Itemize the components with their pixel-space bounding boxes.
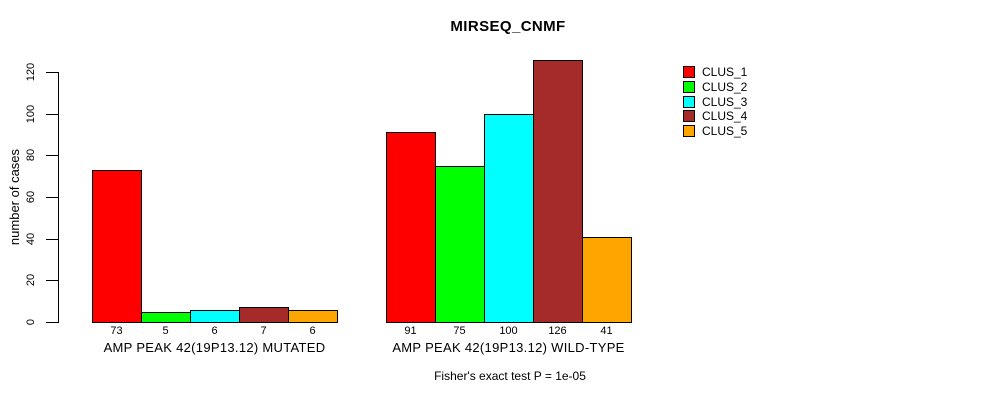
- legend-swatch-clus_2: [683, 81, 695, 94]
- legend-swatch-clus_1: [683, 66, 695, 79]
- bar-value-label: 100: [499, 325, 518, 337]
- bar-clus_5: [288, 309, 338, 323]
- bar-value-label: 6: [211, 325, 218, 337]
- y-axis-tick: [46, 72, 58, 73]
- bar-clus_1: [92, 169, 142, 323]
- y-axis-tick: [46, 238, 58, 240]
- y-axis-tick: [46, 280, 58, 282]
- y-tick-label: 20: [25, 274, 37, 287]
- y-tick-label: 100: [25, 104, 37, 123]
- bar-value-label: 5: [162, 325, 169, 337]
- bar-value-label: 41: [600, 325, 613, 337]
- y-tick-label: 60: [25, 190, 37, 204]
- bar-clus_3: [484, 113, 534, 323]
- bar-value-label: 7: [260, 325, 267, 337]
- y-axis-tick: [46, 197, 58, 198]
- bar-clus_3: [190, 309, 240, 323]
- chart-title: MIRSEQ_CNMF: [450, 18, 566, 35]
- bar-value-label: 73: [110, 325, 123, 337]
- legend-item: CLUS_2: [683, 80, 747, 95]
- group-label: AMP PEAK 42(19P13.12) WILD-TYPE: [392, 340, 625, 355]
- bar-clus_2: [435, 165, 485, 323]
- legend-item: CLUS_3: [683, 94, 747, 109]
- legend-swatch-clus_5: [683, 125, 695, 138]
- legend-item: CLUS_1: [683, 65, 747, 80]
- bar-clus_4: [239, 307, 289, 323]
- legend-label: CLUS_5: [702, 124, 748, 139]
- legend: CLUS_1 CLUS_2 CLUS_3 CLUS_4 CLUS_5: [683, 65, 747, 138]
- y-axis-tick: [46, 113, 58, 115]
- legend-label: CLUS_2: [702, 80, 748, 95]
- y-tick-label: 80: [25, 149, 37, 162]
- bar-value-label: 75: [453, 325, 466, 337]
- legend-item: CLUS_5: [683, 124, 747, 139]
- legend-swatch-clus_4: [683, 110, 695, 123]
- y-axis-tick: [46, 155, 58, 157]
- bar-clus_1: [386, 132, 436, 323]
- group-label: AMP PEAK 42(19P13.12) MUTATED: [103, 340, 326, 355]
- bar-value-label: 6: [309, 325, 316, 337]
- bar-clus_2: [141, 311, 191, 323]
- y-tick-label: 40: [25, 232, 37, 245]
- bar-value-label: 126: [548, 325, 567, 337]
- bar-clus_4: [533, 59, 583, 323]
- y-tick-label: 0: [25, 318, 37, 326]
- y-tick-label: 120: [25, 62, 37, 82]
- legend-item: CLUS_4: [683, 109, 747, 124]
- legend-label: CLUS_3: [702, 94, 748, 109]
- legend-label: CLUS_1: [702, 65, 748, 80]
- legend-swatch-clus_3: [683, 95, 695, 108]
- bar-clus_5: [582, 236, 632, 323]
- y-axis-line: [58, 72, 59, 323]
- legend-label: CLUS_4: [702, 109, 748, 124]
- y-axis-tick: [46, 322, 58, 323]
- bar-value-label: 91: [404, 325, 417, 337]
- annotation-fisher-test: Fisher's exact test P = 1e-05: [434, 369, 586, 383]
